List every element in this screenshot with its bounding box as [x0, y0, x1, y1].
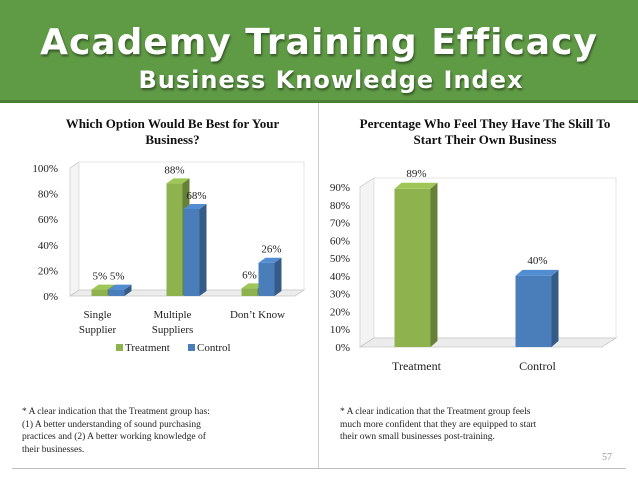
bar	[515, 269, 559, 347]
category-label: Supplier	[79, 324, 117, 336]
left-chart: 0% 20% 40% 60% 80% 100% 5% 5% Single Supplier 88%…	[32, 161, 306, 354]
bar-side	[124, 284, 132, 296]
data-label: 89%	[406, 168, 426, 180]
y-tick-label: 20%	[38, 265, 58, 277]
bar-side	[430, 182, 438, 347]
bar-front	[241, 288, 258, 296]
side-wall	[69, 161, 80, 297]
y-tick-label: 40%	[330, 271, 350, 283]
bar-side	[551, 269, 559, 347]
y-tick-label: 70%	[330, 218, 350, 230]
right-note-line: * A clear indication that the Treatment …	[340, 407, 531, 417]
right-chart: 0% 10% 20% 30% 40% 50% 60% 70% 80% 90% 89% Treatmen…	[330, 168, 618, 373]
side-wall	[359, 177, 375, 348]
bar-top	[258, 257, 282, 263]
footer-rule	[12, 468, 626, 469]
y-tick-label: 0%	[335, 342, 350, 354]
category-label: Don’t Know	[230, 309, 285, 321]
bar-front	[108, 289, 125, 296]
bar-front	[394, 188, 431, 347]
bar-front	[91, 289, 108, 296]
y-tick-label: 100%	[32, 163, 58, 175]
bar-top	[515, 269, 559, 276]
bar	[108, 284, 132, 296]
y-tick-label: 10%	[330, 324, 350, 336]
bar-top	[394, 182, 438, 189]
left-chart-title: Which Option Would Be Best for Your Busi…	[65, 116, 280, 147]
data-label: 40%	[527, 255, 547, 267]
y-tick-label: 80%	[38, 189, 58, 201]
left-note-line: (1) A better understanding of sound purc…	[22, 419, 201, 430]
right-note: * A clear indication that the Treatment …	[340, 406, 610, 444]
title-banner: Academy Training Efficacy Business Knowl…	[0, 0, 638, 103]
bar-side	[199, 203, 207, 296]
y-tick-label: 50%	[330, 253, 350, 265]
page-number: 57	[602, 452, 612, 463]
y-tick-label: 20%	[330, 306, 350, 318]
page-title: Academy Training Efficacy	[40, 22, 598, 63]
y-tick-label: 0%	[43, 291, 58, 303]
y-tick-label: 60%	[38, 214, 58, 226]
category-label: Single	[83, 309, 111, 321]
legend-swatch	[188, 344, 195, 351]
y-tick-label: 60%	[330, 235, 350, 247]
bar-front	[258, 262, 275, 296]
right-chart-title: Percentage Who Feel They Have The Skill …	[359, 116, 611, 147]
left-note: * A clear indication that the Treatment …	[22, 406, 282, 456]
bar-top	[108, 284, 132, 290]
data-label: 68%	[186, 190, 206, 202]
y-tick-label: 30%	[330, 289, 350, 301]
left-note-line: * A clear indication that the Treatment …	[22, 407, 210, 417]
left-note-line: practices and (2) A better working knowl…	[22, 432, 206, 442]
category-label: Control	[519, 359, 556, 373]
bar	[258, 257, 282, 296]
bar	[183, 203, 207, 296]
y-tick-label: 80%	[330, 200, 350, 212]
data-label: 26%	[261, 244, 281, 256]
bar	[394, 182, 438, 347]
bar-front	[515, 275, 552, 347]
y-tick-label: 40%	[38, 240, 58, 252]
page-subtitle: Business Knowledge Index	[138, 66, 524, 94]
data-label: 5% 5%	[92, 271, 124, 283]
data-label: 6%	[242, 269, 257, 281]
category-label: Multiple	[154, 309, 192, 321]
bar-side	[274, 257, 282, 296]
legend-label: Control	[197, 342, 231, 354]
bar-top	[183, 203, 207, 209]
category-label: Suppliers	[152, 324, 194, 336]
legend-swatch	[116, 344, 123, 351]
right-note-line: much more confident that they are equipp…	[340, 419, 537, 430]
bar-top	[166, 178, 190, 184]
bar-top	[91, 284, 115, 290]
bar-front	[183, 208, 200, 296]
bar-front	[166, 183, 183, 296]
panel-divider	[318, 103, 319, 469]
left-note-line: their businesses.	[22, 444, 85, 455]
category-label: Treatment	[392, 359, 442, 373]
y-tick-label: 90%	[330, 182, 350, 194]
data-label: 88%	[164, 164, 184, 176]
right-note-line: their own small businesses post-training…	[340, 432, 495, 442]
legend-label: Treatment	[125, 342, 170, 354]
